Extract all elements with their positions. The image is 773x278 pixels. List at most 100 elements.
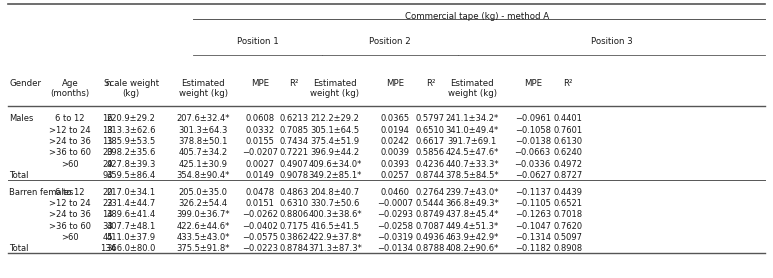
Text: 389.6±41.4: 389.6±41.4 — [107, 210, 156, 219]
Text: 331.4±44.7: 331.4±44.7 — [107, 199, 156, 208]
Text: Estimated
weight (kg): Estimated weight (kg) — [179, 79, 228, 98]
Text: −0.0262: −0.0262 — [242, 210, 278, 219]
Text: 0.8908: 0.8908 — [553, 244, 583, 253]
Text: 354.8±90.4*: 354.8±90.4* — [176, 171, 230, 180]
Text: 0.8744: 0.8744 — [416, 171, 445, 180]
Text: −0.1182: −0.1182 — [515, 244, 550, 253]
Text: Barren females: Barren females — [9, 188, 73, 197]
Text: 0.0194: 0.0194 — [380, 126, 409, 135]
Text: Scale weight
(kg): Scale weight (kg) — [104, 79, 158, 98]
Text: 0.4401: 0.4401 — [554, 115, 583, 123]
Text: 0.4439: 0.4439 — [553, 188, 583, 197]
Text: 400.3±38.6*: 400.3±38.6* — [308, 210, 362, 219]
Text: −0.0223: −0.0223 — [242, 244, 278, 253]
Text: 212.2±29.2: 212.2±29.2 — [311, 115, 359, 123]
Text: 0.0393: 0.0393 — [380, 160, 410, 169]
Text: 405.7±34.2: 405.7±34.2 — [179, 148, 228, 157]
Text: 0.7085: 0.7085 — [280, 126, 308, 135]
Text: 433.5±43.0*: 433.5±43.0* — [176, 233, 230, 242]
Text: 411.0±37.9: 411.0±37.9 — [107, 233, 156, 242]
Text: 0.6130: 0.6130 — [553, 137, 583, 146]
Text: 0.5097: 0.5097 — [553, 233, 583, 242]
Text: 0.4236: 0.4236 — [416, 160, 445, 169]
Text: −0.0319: −0.0319 — [376, 233, 413, 242]
Text: 0.4936: 0.4936 — [416, 233, 445, 242]
Text: 0.0460: 0.0460 — [380, 188, 410, 197]
Text: −0.0961: −0.0961 — [515, 115, 550, 123]
Text: 425.1±30.9: 425.1±30.9 — [179, 160, 228, 169]
Text: −0.1105: −0.1105 — [515, 199, 550, 208]
Text: >36 to 60: >36 to 60 — [49, 148, 91, 157]
Text: −0.1047: −0.1047 — [515, 222, 550, 231]
Text: 391.7±69.1: 391.7±69.1 — [448, 137, 497, 146]
Text: −0.0336: −0.0336 — [515, 160, 551, 169]
Text: n: n — [105, 79, 111, 88]
Text: 301.3±64.3: 301.3±64.3 — [179, 126, 228, 135]
Text: 29: 29 — [103, 160, 113, 169]
Text: 330.7±50.6: 330.7±50.6 — [310, 199, 359, 208]
Text: 0.5856: 0.5856 — [416, 148, 445, 157]
Text: 0.7434: 0.7434 — [280, 137, 308, 146]
Text: R²: R² — [289, 79, 299, 88]
Text: 422.9±37.8*: 422.9±37.8* — [308, 233, 362, 242]
Text: 0.5444: 0.5444 — [416, 199, 445, 208]
Text: R²: R² — [426, 79, 435, 88]
Text: >12 to 24: >12 to 24 — [49, 199, 90, 208]
Text: Total: Total — [9, 244, 29, 253]
Text: 0.0608: 0.0608 — [246, 115, 274, 123]
Text: −0.0627: −0.0627 — [515, 171, 551, 180]
Text: 341.0±49.4*: 341.0±49.4* — [445, 126, 499, 135]
Text: 375.5±91.8*: 375.5±91.8* — [176, 244, 230, 253]
Text: 0.6521: 0.6521 — [553, 199, 583, 208]
Text: 134: 134 — [100, 244, 116, 253]
Text: 463.9±42.9*: 463.9±42.9* — [445, 233, 499, 242]
Text: 0.2764: 0.2764 — [416, 188, 445, 197]
Text: 16: 16 — [102, 115, 113, 123]
Text: 0.5797: 0.5797 — [416, 115, 445, 123]
Text: 326.2±54.4: 326.2±54.4 — [179, 199, 228, 208]
Text: 0.4972: 0.4972 — [553, 160, 583, 169]
Text: 437.8±45.4*: 437.8±45.4* — [445, 210, 499, 219]
Text: 0.6510: 0.6510 — [416, 126, 445, 135]
Text: 0.4907: 0.4907 — [280, 160, 308, 169]
Text: 0.4863: 0.4863 — [280, 188, 308, 197]
Text: 375.4±51.9: 375.4±51.9 — [311, 137, 359, 146]
Text: −0.0007: −0.0007 — [376, 199, 413, 208]
Text: R²: R² — [564, 79, 573, 88]
Text: 0.7175: 0.7175 — [280, 222, 308, 231]
Text: 6 to 12: 6 to 12 — [55, 188, 84, 197]
Text: 0.3862: 0.3862 — [280, 233, 308, 242]
Text: >36 to 60: >36 to 60 — [49, 222, 91, 231]
Text: 0.9078: 0.9078 — [280, 171, 308, 180]
Text: 239.7±43.0*: 239.7±43.0* — [445, 188, 499, 197]
Text: Age
(months): Age (months) — [50, 79, 90, 98]
Text: −0.0207: −0.0207 — [242, 148, 278, 157]
Text: −0.0134: −0.0134 — [376, 244, 413, 253]
Text: 204.8±40.7: 204.8±40.7 — [311, 188, 359, 197]
Text: 0.8806: 0.8806 — [280, 210, 308, 219]
Text: Total: Total — [9, 171, 29, 180]
Text: 0.0478: 0.0478 — [246, 188, 274, 197]
Text: 378.5±84.5*: 378.5±84.5* — [445, 171, 499, 180]
Text: −0.1137: −0.1137 — [515, 188, 551, 197]
Text: 20: 20 — [103, 188, 113, 197]
Text: 0.7620: 0.7620 — [553, 222, 583, 231]
Text: 241.1±34.2*: 241.1±34.2* — [445, 115, 499, 123]
Text: >12 to 24: >12 to 24 — [49, 126, 90, 135]
Text: Position 2: Position 2 — [369, 37, 411, 46]
Text: 0.0332: 0.0332 — [246, 126, 274, 135]
Text: >24 to 36: >24 to 36 — [49, 210, 90, 219]
Text: −0.1263: −0.1263 — [515, 210, 551, 219]
Text: 305.1±64.5: 305.1±64.5 — [311, 126, 359, 135]
Text: 0.0039: 0.0039 — [380, 148, 410, 157]
Text: 0.7601: 0.7601 — [553, 126, 583, 135]
Text: 422.6±44.6*: 422.6±44.6* — [176, 222, 230, 231]
Text: >60: >60 — [61, 160, 79, 169]
Text: MPE: MPE — [523, 79, 542, 88]
Text: 0.8727: 0.8727 — [553, 171, 583, 180]
Text: 217.0±34.1: 217.0±34.1 — [107, 188, 156, 197]
Text: 399.0±36.7*: 399.0±36.7* — [176, 210, 230, 219]
Text: 14: 14 — [103, 210, 113, 219]
Text: 0.6310: 0.6310 — [280, 199, 308, 208]
Text: 349.2±85.1*: 349.2±85.1* — [308, 171, 362, 180]
